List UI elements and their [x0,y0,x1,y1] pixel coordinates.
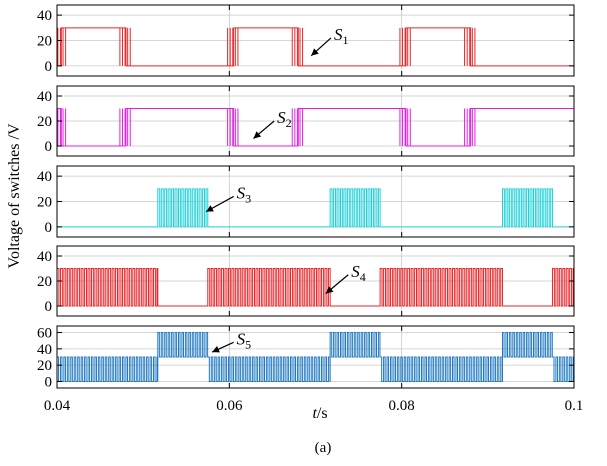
y-tick-label-4-1: 20 [37,274,52,290]
annotation-label-5: S5 [237,329,252,351]
y-tick-label-5-0: 0 [45,374,53,390]
y-axis-title: Voltage of switches /V [6,123,23,268]
annotation-arrowhead-1 [311,48,319,56]
annotation-main-3: S [237,183,246,202]
panel-frame-5 [56,325,575,389]
annotation-label-2: S2 [277,108,292,130]
x-tick-label-2: 0.08 [389,398,415,414]
x-axis-title: t/s [312,405,327,422]
panel-4: 0 20 40 S4 [37,245,575,317]
y-tick-label-2-2: 40 [37,89,52,105]
series-line-2 [57,108,574,147]
annotation-main-5: S [237,329,246,348]
annotation-sub-5: 5 [245,337,251,351]
y-tick-label-4-2: 40 [37,249,52,265]
x-tick-label-0: 0.04 [44,398,71,414]
annotation-main-2: S [277,108,286,127]
y-tick-label-3-0: 0 [45,220,53,236]
x-tick-label-1: 0.06 [216,398,243,414]
x-axis-title-unit: /s [317,405,328,422]
y-tick-label-4-0: 0 [45,299,53,315]
annotation-main-1: S [334,25,343,44]
annotation-sub-3: 3 [245,191,251,205]
annotation-sub-1: 1 [343,33,349,47]
y-tick-label-1-2: 40 [37,8,52,24]
annotation-label-3: S3 [237,183,252,205]
annotation-arrowhead-5 [212,346,220,353]
panel-1: 0 20 40 S1 [37,4,575,77]
y-tick-label-2-0: 0 [45,139,53,155]
series-line-5 [57,332,574,382]
y-tick-label-3-2: 40 [37,169,52,185]
series-line-1 [57,27,574,67]
annotation-sub-4: 4 [360,270,366,284]
annotation-arrowhead-2 [253,131,262,139]
annotation-main-4: S [351,262,360,281]
annotation-label-4: S4 [351,262,366,284]
y-tick-label-2-1: 20 [37,114,52,130]
y-tick-label-5-3: 60 [37,326,52,342]
y-tick-label-1-0: 0 [45,59,53,75]
annotation-arrowhead-3 [206,205,214,212]
figure-caption: (a) [315,440,332,456]
annotation-arrowhead-4 [325,286,334,294]
y-tick-label-1-1: 20 [37,34,52,50]
x-axis-title-var: t [312,405,317,422]
x-tick-label-3: 0.1 [565,398,584,414]
y-tick-label-5-2: 40 [37,342,52,358]
panel-2: 0 20 40 S2 [37,85,575,157]
series-line-4 [57,268,574,307]
y-tick-label-5-1: 20 [37,358,52,374]
annotation-label-1: S1 [334,25,349,47]
y-tick-label-3-1: 20 [37,195,52,211]
series-line-3 [57,188,574,228]
panel-3: 0 20 40 S3 [37,165,575,238]
annotation-sub-2: 2 [286,116,292,130]
